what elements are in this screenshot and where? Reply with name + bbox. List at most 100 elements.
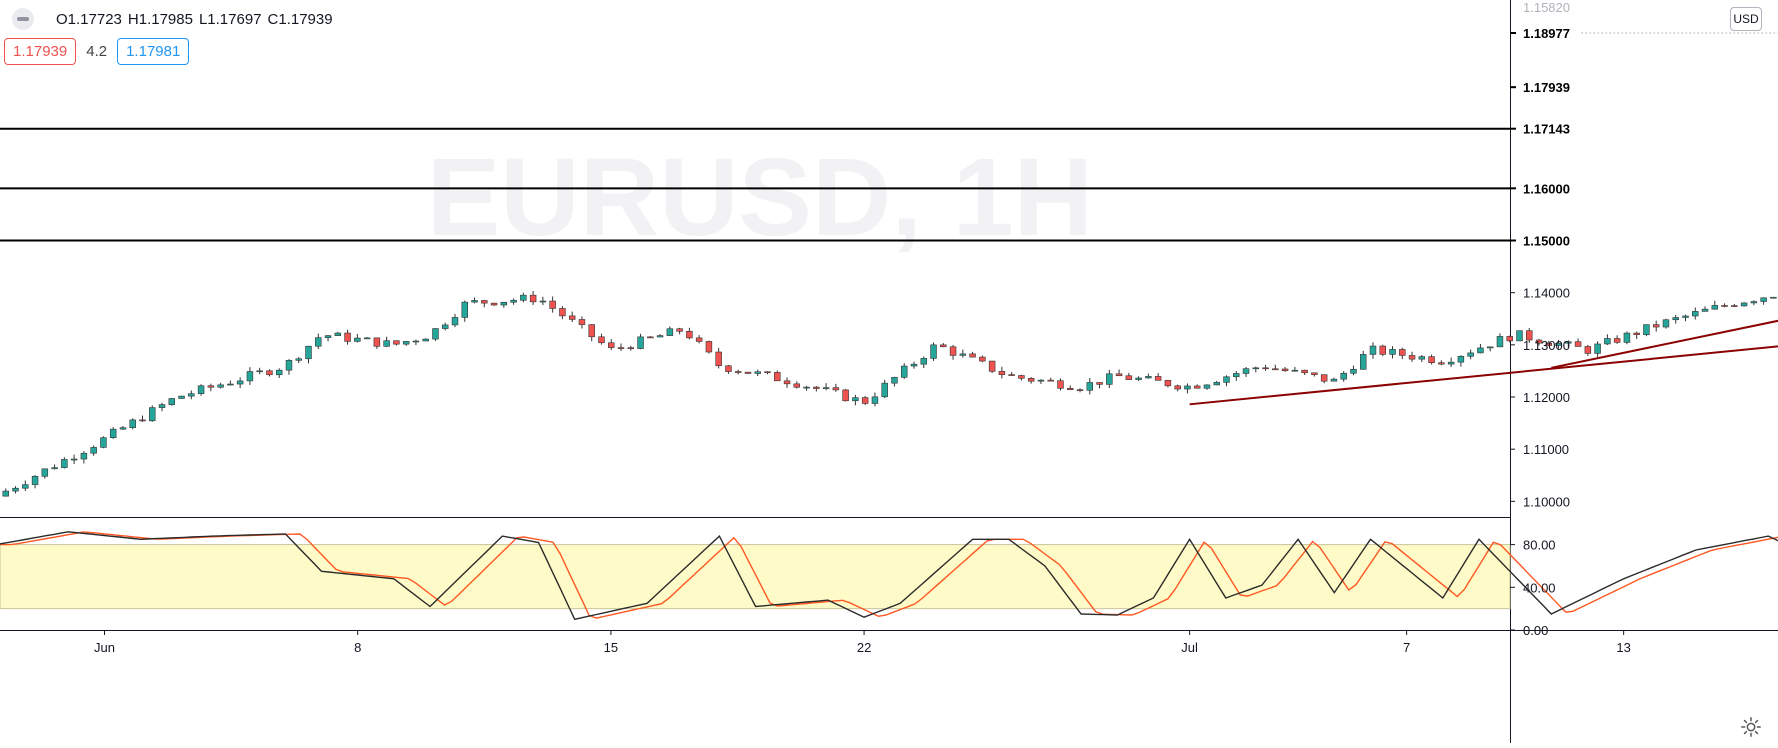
candle [559, 306, 566, 320]
candle-body [852, 397, 859, 402]
candle-body [1203, 384, 1211, 389]
candle [1662, 318, 1670, 329]
candle [227, 380, 234, 386]
candle-body [12, 487, 19, 492]
candle-body [383, 340, 390, 347]
candle [1154, 373, 1162, 381]
candle [188, 390, 195, 400]
candle-body [432, 328, 439, 340]
candle [1184, 383, 1191, 394]
candle-body [354, 337, 361, 342]
candle [1213, 380, 1220, 386]
sell-price-button[interactable]: 1.17939 [4, 38, 77, 65]
ohlc-low: L1.17697 [198, 10, 262, 28]
candle-body [813, 386, 820, 389]
candle [774, 370, 781, 382]
candle-body [969, 353, 976, 358]
candle [1770, 296, 1777, 299]
candle [1135, 376, 1142, 382]
candle [315, 333, 322, 349]
candle [1115, 369, 1123, 377]
candle-body [1291, 369, 1299, 372]
candle-body [1672, 317, 1679, 321]
candle-body [1565, 341, 1572, 344]
candle [940, 343, 947, 348]
candle-body [393, 340, 400, 345]
time-tick-label: Jul [1181, 640, 1198, 655]
candle-body [158, 404, 166, 408]
candle [334, 331, 342, 336]
candle [1242, 367, 1250, 377]
candle-body [617, 347, 625, 349]
candle-body [1662, 319, 1670, 328]
candle-body [227, 383, 234, 386]
candle [1281, 367, 1289, 372]
candle-body [305, 345, 312, 360]
ohlc-high: H1.17985 [127, 10, 193, 28]
candle-body [1223, 376, 1230, 383]
price-tag-label: 1.17939 [1523, 80, 1570, 95]
candle-body [1731, 305, 1738, 307]
candle [1408, 351, 1416, 362]
candle-body [1711, 305, 1719, 310]
candle-body [266, 370, 273, 376]
time-tick-label: 8 [354, 640, 361, 655]
candle [1594, 341, 1601, 358]
candle [1359, 350, 1367, 370]
candle-body [207, 385, 215, 388]
candle [1301, 369, 1308, 375]
spread-value: 4.2 [86, 43, 108, 60]
gear-icon[interactable] [1740, 716, 1762, 738]
candle-body [715, 351, 722, 367]
candle [51, 464, 58, 470]
candle [910, 361, 918, 369]
candle-body [1125, 375, 1133, 380]
candle-body [315, 337, 322, 347]
candle-body [1428, 356, 1435, 364]
candle [246, 367, 254, 385]
buy-price-button[interactable]: 1.17981 [117, 38, 190, 65]
candle-body [402, 341, 410, 345]
price-tag-bg [1513, 230, 1581, 251]
candle-body [1379, 345, 1386, 355]
candle [1340, 371, 1347, 382]
candle-body [881, 382, 888, 398]
candle [1193, 384, 1201, 389]
candle [217, 382, 224, 389]
candle-body [930, 344, 937, 359]
candle-body [324, 335, 332, 338]
ohlc-close: C1.17939 [267, 10, 333, 28]
candle [861, 395, 869, 405]
price-tick-label: 1.12000 [1523, 390, 1570, 405]
candle-body [481, 300, 488, 304]
candle-body [1477, 347, 1484, 354]
candle [393, 340, 400, 346]
candle-body [119, 427, 127, 430]
candle-body [979, 356, 986, 362]
candle [656, 334, 664, 338]
candle-body [1692, 311, 1699, 317]
candle-body [1643, 324, 1650, 335]
candle-body [1330, 378, 1338, 382]
price-tag-label: 1.15000 [1523, 234, 1570, 249]
candle [2, 488, 9, 497]
candle-body [842, 389, 849, 402]
candle-body [1369, 345, 1377, 355]
candle-body [31, 476, 39, 485]
candle [998, 366, 1006, 379]
candle-body [1545, 342, 1553, 346]
candle [1125, 372, 1133, 380]
candle-body [1311, 372, 1318, 375]
candle-body [1184, 385, 1191, 390]
candle [1223, 375, 1230, 387]
quote-panel: 1.17939 4.2 1.17981 [4, 38, 190, 65]
candle [275, 368, 283, 378]
currency-button[interactable]: USD [1730, 7, 1762, 31]
candle [1086, 377, 1094, 395]
symbol-dot-icon[interactable] [12, 8, 34, 30]
candle-body [168, 398, 176, 405]
candle [70, 454, 78, 464]
price-tick-label: 1.13000 [1523, 338, 1570, 353]
